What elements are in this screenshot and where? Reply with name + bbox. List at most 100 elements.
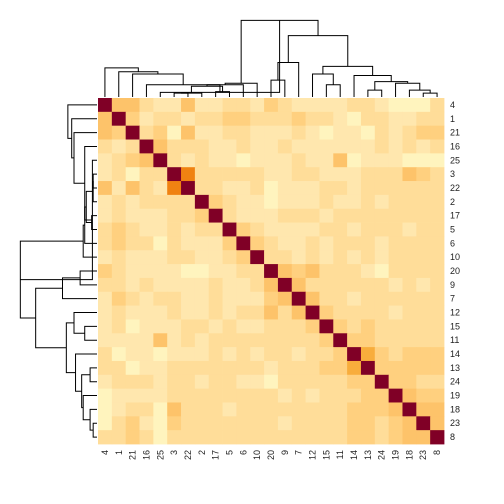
heatmap-cell-4-25 (153, 98, 168, 113)
heatmap-cell-9-22 (181, 277, 196, 293)
heatmap-cell-17-13 (360, 208, 376, 223)
heatmap-cell-24-18 (402, 374, 417, 390)
heatmap-cell-10-2 (194, 250, 210, 265)
heatmap-cell-4-1 (111, 98, 127, 113)
heatmap-cell-2-21 (125, 194, 140, 210)
heatmap-cell-24-23 (416, 374, 431, 390)
heatmap-cell-7-2 (194, 291, 210, 306)
heatmap-cell-12-18 (402, 305, 417, 320)
heatmap-cell-5-19 (388, 222, 403, 237)
heatmap-cell-1-17 (208, 111, 223, 127)
heatmap-cell-3-23 (416, 167, 431, 182)
heatmap-cell-7-15 (319, 291, 334, 306)
heatmap-cell-1-6 (236, 111, 251, 127)
heatmap-cell-8-5 (222, 430, 237, 445)
heatmap-cell-13-12 (305, 360, 320, 376)
heatmap-cell-5-25 (153, 222, 168, 237)
heatmap-cell-2-7 (291, 194, 306, 210)
heatmap-cell-22-22 (181, 181, 196, 196)
heatmap-cell-20-9 (277, 264, 293, 279)
heatmap-cell-19-3 (167, 388, 182, 403)
heatmap-cell-3-6 (236, 167, 251, 182)
heatmap-cell-5-10 (250, 222, 265, 237)
heatmap-cell-6-25 (153, 236, 168, 251)
heatmap-cell-2-4 (98, 194, 113, 210)
heatmap-cell-3-13 (360, 167, 376, 182)
row-dendrogram-link (19, 240, 84, 319)
heatmap-cell-7-3 (167, 291, 182, 306)
heatmap-cell-20-2 (194, 264, 210, 279)
column-tick-label: 4 (100, 450, 110, 455)
heatmap-cell-2-23 (416, 194, 431, 210)
heatmap-cell-16-12 (305, 139, 320, 154)
row-tick-label: 2 (450, 197, 455, 207)
heatmap-cell-20-7 (291, 264, 306, 279)
heatmap-cell-1-5 (222, 111, 237, 127)
heatmap-cell-1-11 (333, 111, 348, 127)
column-dendrogram-link (367, 89, 383, 97)
heatmap-cell-15-17 (208, 319, 223, 334)
column-tick-label: 10 (252, 450, 262, 460)
heatmap-cell-23-10 (250, 416, 265, 431)
heatmap-cell-24-24 (374, 374, 390, 390)
heatmap-cell-8-1 (111, 430, 127, 445)
heatmap-cell-18-19 (388, 402, 403, 417)
heatmap-cell-17-15 (319, 208, 334, 223)
heatmap-cell-17-5 (222, 208, 237, 223)
heatmap-cell-5-8 (430, 222, 445, 237)
heatmap-cell-9-6 (236, 277, 251, 293)
heatmap-cell-9-11 (333, 277, 348, 293)
heatmap-cell-25-21 (125, 153, 140, 168)
heatmap-cell-2-20 (264, 194, 279, 210)
heatmap-cell-16-15 (319, 139, 334, 154)
heatmap-cell-12-1 (111, 305, 127, 320)
heatmap-cell-10-23 (416, 250, 431, 265)
heatmap-cell-23-21 (125, 416, 140, 431)
heatmap-cell-2-8 (430, 194, 445, 210)
heatmap-cell-2-3 (167, 194, 182, 210)
heatmap-cell-11-18 (402, 333, 417, 348)
heatmap-cell-2-22 (181, 194, 196, 210)
heatmap-cell-11-10 (250, 333, 265, 348)
heatmap-cell-17-11 (333, 208, 348, 223)
heatmap-cell-22-25 (153, 181, 168, 196)
heatmap-cell-8-18 (402, 430, 417, 445)
heatmap-cell-15-9 (277, 319, 293, 334)
heatmap-cell-22-15 (319, 181, 334, 196)
heatmap-cell-14-7 (291, 347, 306, 362)
heatmap-cell-8-19 (388, 430, 403, 445)
heatmap-cell-13-13 (360, 360, 376, 376)
heatmap-cell-21-11 (333, 125, 348, 140)
heatmap-cell-3-20 (264, 167, 279, 182)
heatmap-cell-19-25 (153, 388, 168, 403)
column-tick-label: 19 (391, 450, 401, 460)
heatmap-cell-10-16 (139, 250, 154, 265)
heatmap-cell-1-25 (153, 111, 168, 127)
heatmap-cell-2-25 (153, 194, 168, 210)
heatmap-cell-19-10 (250, 388, 265, 403)
heatmap-cell-14-17 (208, 347, 223, 362)
column-tick-label: 25 (155, 450, 165, 460)
heatmap-cell-23-20 (264, 416, 279, 431)
heatmap-cell-19-4 (98, 388, 113, 403)
heatmap-cell-8-22 (181, 430, 196, 445)
heatmap-cell-19-19 (388, 388, 403, 403)
heatmap-cell-16-16 (139, 139, 154, 154)
row-tick-label: 21 (450, 128, 460, 138)
heatmap-cell-25-12 (305, 153, 320, 168)
heatmap-cell-19-23 (416, 388, 431, 403)
heatmap-cell-6-23 (416, 236, 431, 251)
heatmap-cell-9-18 (402, 277, 417, 293)
heatmap-cell-10-15 (319, 250, 334, 265)
heatmap-cell-13-8 (430, 360, 445, 376)
heatmap-cell-5-22 (181, 222, 196, 237)
heatmap-cell-6-15 (319, 236, 334, 251)
heatmap-cell-24-5 (222, 374, 237, 390)
heatmap-cell-19-5 (222, 388, 237, 403)
heatmap-cell-15-13 (360, 319, 376, 334)
column-tick-label: 12 (308, 450, 318, 460)
heatmap-cell-18-12 (305, 402, 320, 417)
column-tick-label: 5 (224, 450, 234, 455)
heatmap-cell-20-13 (360, 264, 376, 279)
heatmap-cell-18-18 (402, 402, 417, 417)
